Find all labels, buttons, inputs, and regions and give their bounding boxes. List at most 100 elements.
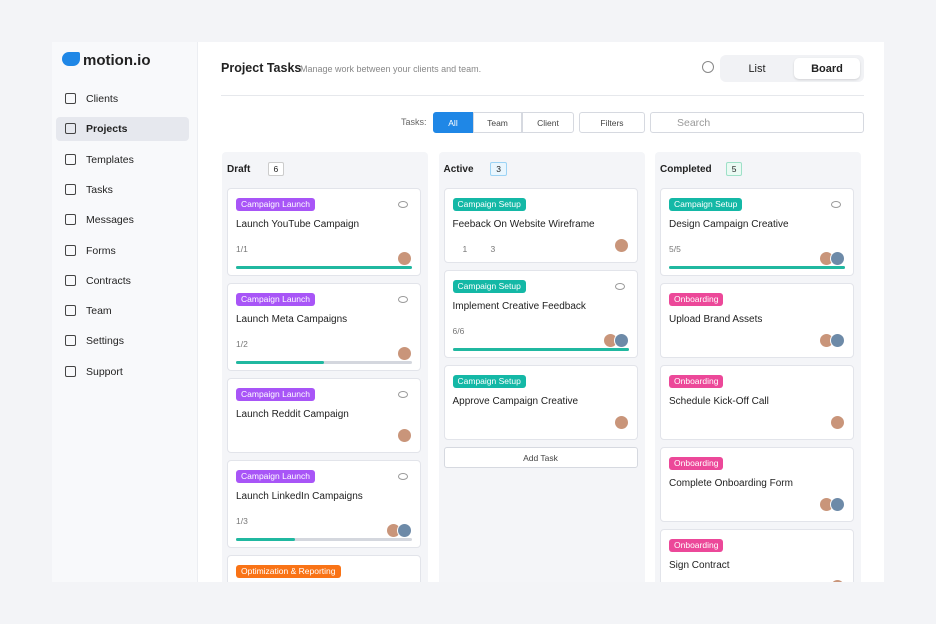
task-tag: Campaign Setup [452,375,526,388]
nav-item[interactable]: Projects [56,117,189,142]
task-card[interactable]: Onboarding Schedule Kick-Off Call [660,365,854,440]
filter-label: Client [537,117,559,128]
nav-item[interactable]: Tasks [56,178,189,202]
nav-icon [65,93,76,104]
nav-label: Settings [86,335,124,348]
task-title: Sign Contract [669,560,730,571]
task-tag: Campaign Setup [452,280,526,293]
task-title: Upload Brand Assets [669,314,763,325]
task-tag: Onboarding [669,293,724,306]
nav-item[interactable]: Settings [56,329,189,353]
checklist: 1/2 [236,339,248,349]
comment-count: 1 [462,244,468,254]
avatar [397,346,412,361]
nav-label: Support [86,365,123,378]
task-card[interactable]: Campaign Launch Launch Reddit Campaign [227,378,421,453]
progress-fill [452,348,629,351]
column-name: Draft [227,164,251,175]
view-label: List [748,62,766,75]
watch-icon[interactable] [831,201,841,208]
view-button[interactable]: List [724,58,790,79]
task-card[interactable]: Campaign Setup Implement Creative Feedbac… [443,270,638,358]
nav-item[interactable]: Team [56,299,189,323]
nav-label: Messages [86,214,134,227]
column-count: 6 [267,162,285,176]
view-button[interactable]: Board [794,58,860,79]
nav-item[interactable]: Templates [56,148,189,172]
column-name: Active [443,164,474,175]
task-title: Launch Meta Campaigns [236,314,348,325]
task-card[interactable]: Campaign Setup Approve Campaign Creative [443,365,638,440]
task-card[interactable]: Campaign Launch Launch LinkedIn Campaigns… [227,460,421,548]
progress-track [236,361,412,364]
watch-icon[interactable] [398,201,408,208]
progress-track [669,266,845,269]
add-task-button[interactable]: Add Task [443,447,638,468]
nav-label: Tasks [86,183,113,196]
nav-icon [65,365,76,377]
page-title: Project Tasks [221,61,302,75]
avatar [613,415,629,430]
task-title: Complete Onboarding Form [669,478,793,489]
watch-icon[interactable] [398,473,408,480]
task-card[interactable]: Campaign Setup Design Campaign Creative 5/… [660,188,854,276]
column: Draft 6 Campaign Launch Launch YouTube Camp… [222,152,428,582]
progress-fill [236,361,324,364]
task-title: Design Campaign Creative [669,219,789,230]
filters-button[interactable]: Filters [579,112,645,133]
nav-label: Templates [86,153,134,166]
progress-track [452,348,629,351]
watch-icon[interactable] [398,391,408,398]
task-card[interactable]: Campaign Launch Launch YouTube Campaign 1/… [227,188,421,276]
task-tag: Onboarding [669,457,724,470]
avatar [397,251,412,266]
task-title: Feeback On Website Wireframe [452,219,595,230]
nav-item[interactable]: Contracts [56,269,189,293]
nav-icon [65,214,76,226]
info-icon[interactable] [702,61,714,73]
view-label: Board [811,62,843,75]
avatar [397,428,412,443]
filters-text: Filters [600,117,624,128]
task-card[interactable]: Optimization & Reporting [227,555,421,582]
checklist: 6/6 [452,326,465,336]
nav-icon [65,153,76,165]
add-task-label: Add Task [523,452,558,463]
search-box[interactable]: Search [650,112,864,133]
avatar [830,333,845,348]
task-card[interactable]: Onboarding Upload Brand Assets [660,283,854,358]
nav-icon [65,274,76,286]
progress-track [236,266,412,269]
task-tag: Campaign Setup [452,198,526,211]
column: Active 3 Campaign Setup Feeback On Website … [438,152,645,582]
column-name: Completed [660,164,712,175]
column: Completed 5 Campaign Setup Design Campaign … [655,152,861,582]
nav-item[interactable]: Forms [56,239,189,263]
nav-item[interactable]: Messages [56,208,189,232]
watch-icon[interactable] [398,296,408,303]
nav-item[interactable]: Clients [56,87,189,111]
checklist: 1/3 [236,516,248,526]
task-tag: Campaign Setup [669,198,743,211]
nav-item[interactable]: Support [56,360,189,384]
app: motion.io Clients Projects Templates Tasks M… [52,42,884,582]
task-card[interactable]: Onboarding Sign Contract [660,529,854,582]
task-tag: Optimization & Reporting [236,565,341,578]
progress-fill [236,538,295,541]
filter-button[interactable]: Client [522,112,574,133]
task-title: Approve Campaign Creative [452,396,579,407]
task-card[interactable]: Campaign Setup Feeback On Website Wirefra… [443,188,638,263]
checklist: 5/5 [669,244,681,254]
nav-icon [65,244,76,256]
nav-label: Projects [86,123,128,136]
filter-button[interactable]: Team [473,112,522,133]
task-title: Launch Reddit Campaign [236,409,349,420]
divider [221,95,864,96]
task-title: Launch YouTube Campaign [236,219,360,230]
page-subtitle: Manage work between your clients and tea… [300,64,482,74]
watch-icon[interactable] [614,283,625,290]
filter-button[interactable]: All [433,112,473,133]
task-card[interactable]: Onboarding Complete Onboarding Form [660,447,854,522]
task-card[interactable]: Campaign Launch Launch Meta Campaigns 1/2 [227,283,421,371]
